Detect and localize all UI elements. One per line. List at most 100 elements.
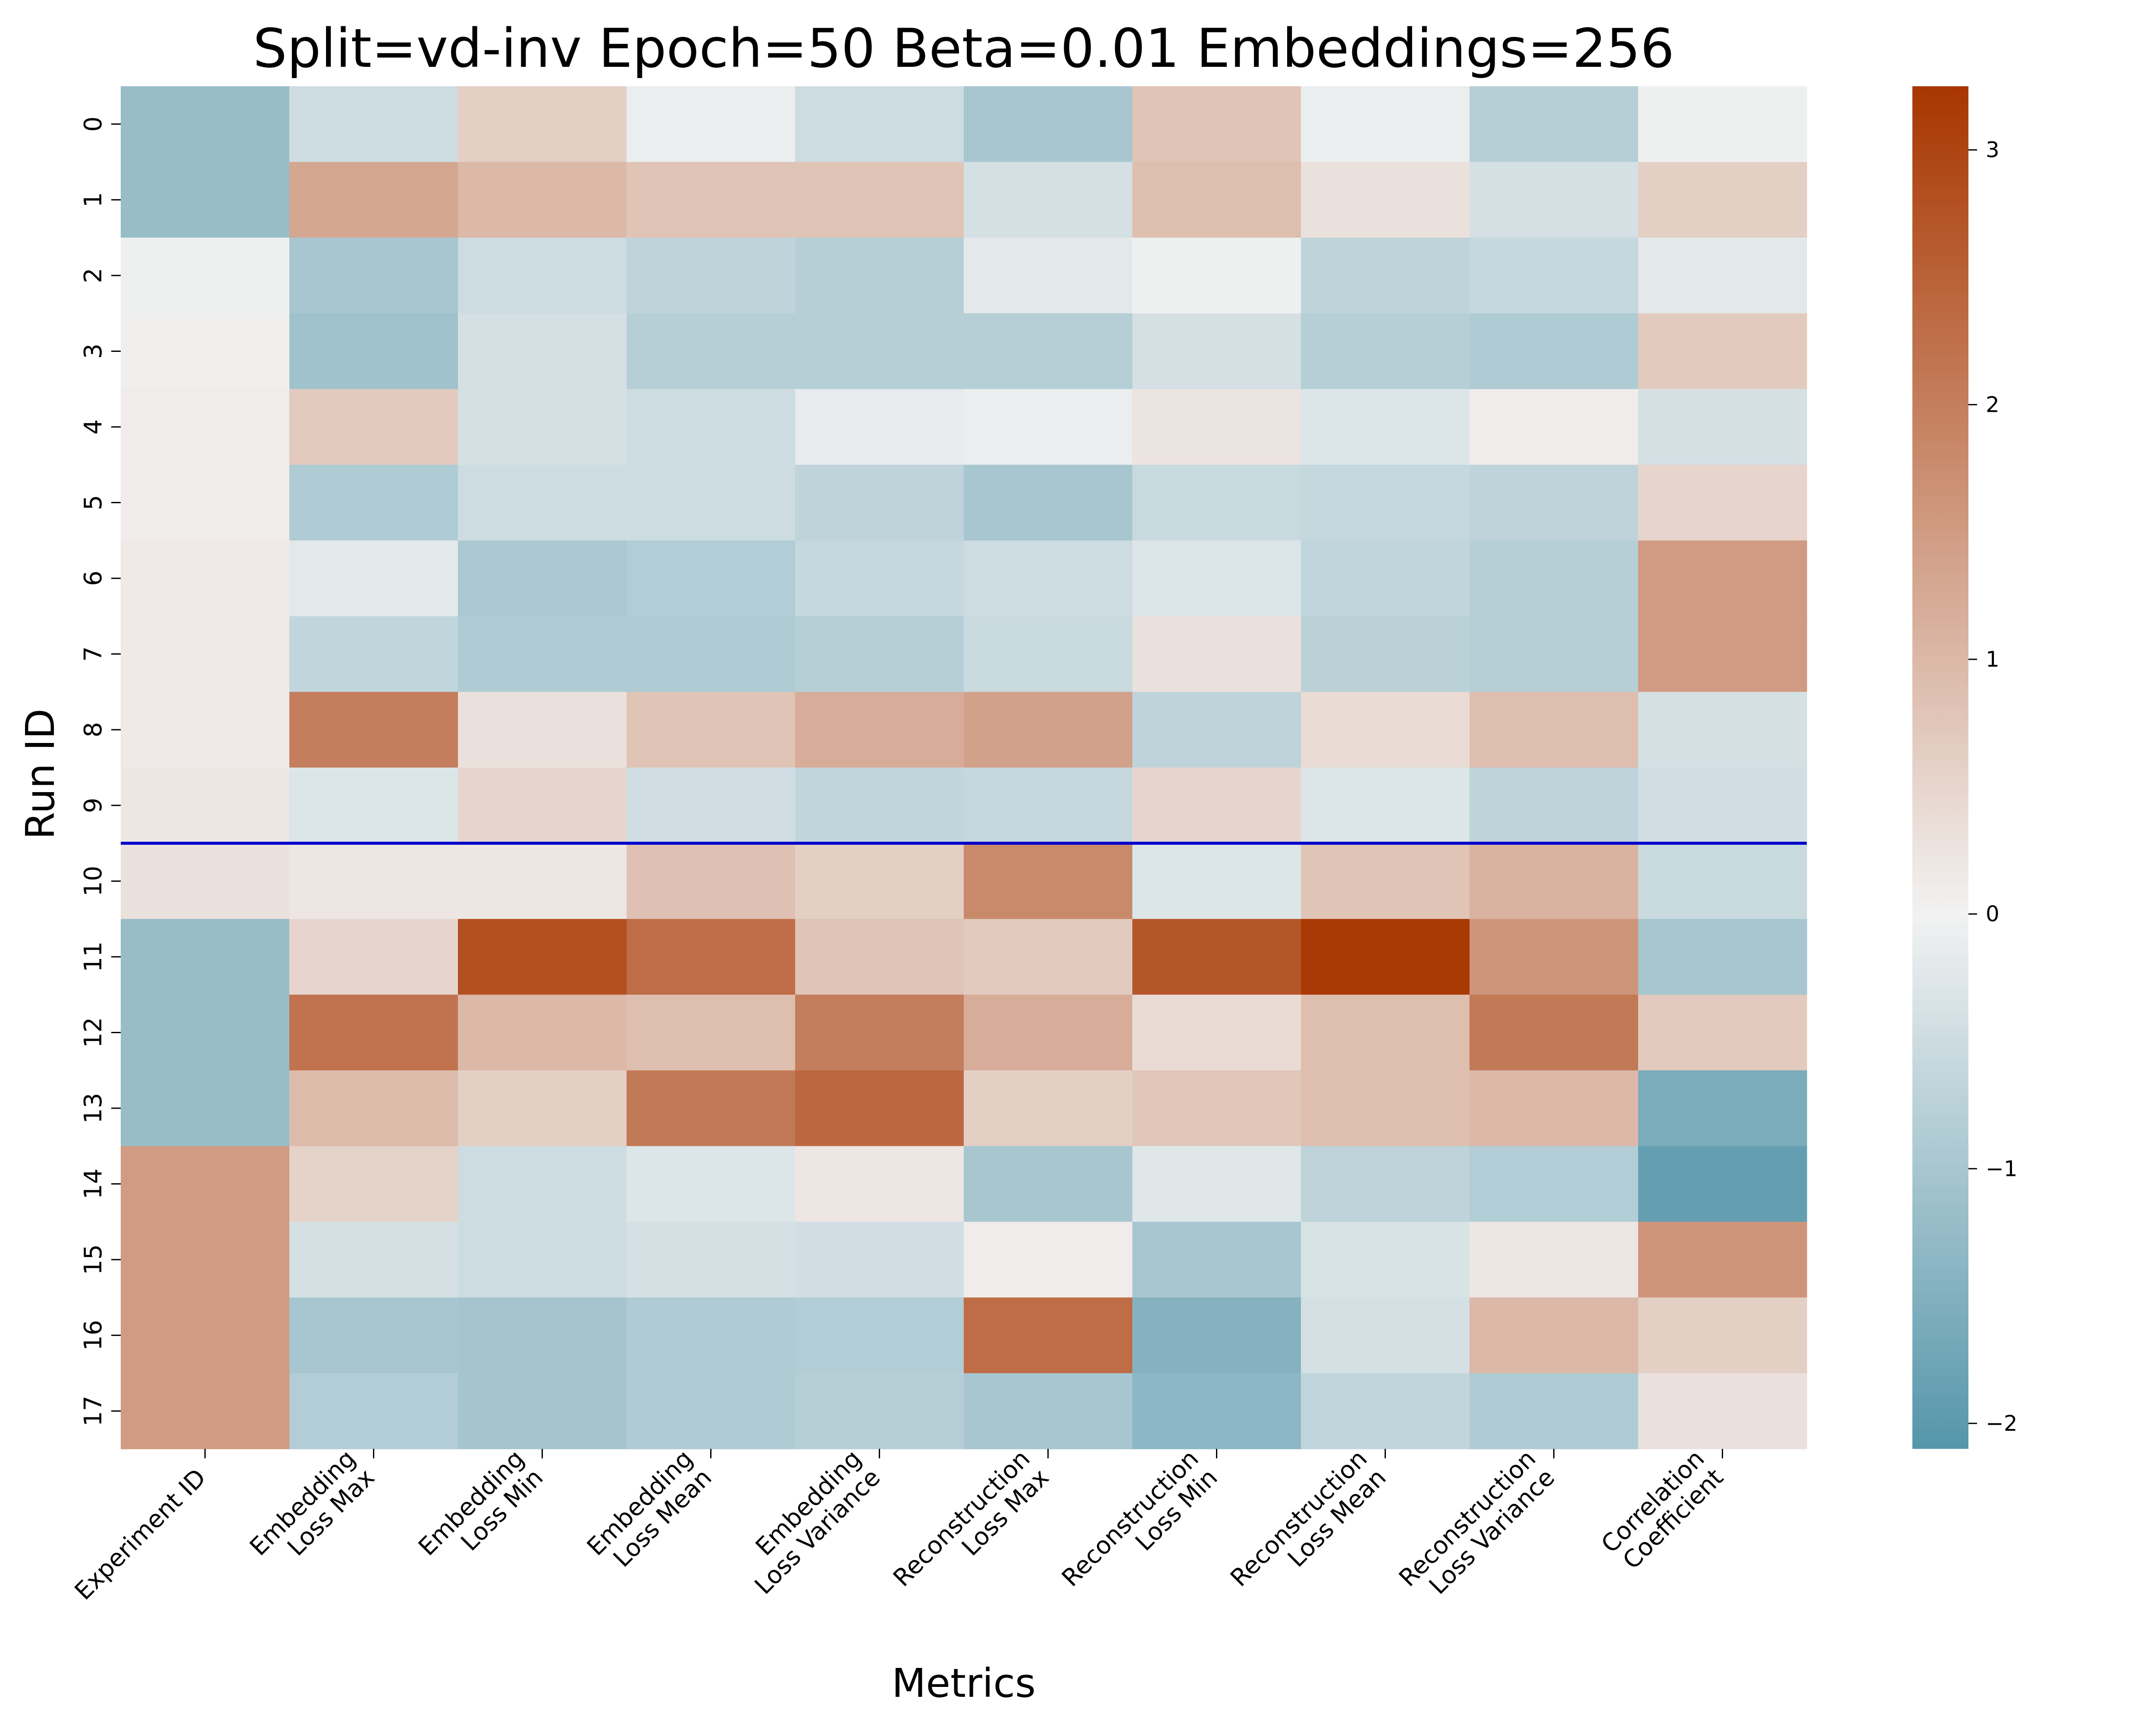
heatmap-cell-r5-c7 xyxy=(1301,464,1470,541)
heatmap-cell-r9-c5 xyxy=(964,768,1133,844)
heatmap-cell-r13-c3 xyxy=(627,1070,796,1147)
heatmap-cell-r16-c5 xyxy=(964,1297,1133,1374)
heatmap-cell-r2-c5 xyxy=(964,238,1133,314)
y-tick-label: 3 xyxy=(79,344,107,359)
heatmap-cell-r15-c2 xyxy=(458,1222,627,1298)
heatmap-cell-r0-c7 xyxy=(1301,86,1470,163)
heatmap-cell-r4-c0 xyxy=(121,389,290,465)
heatmap-cell-r12-c6 xyxy=(1132,994,1301,1071)
heatmap-cell-r15-c7 xyxy=(1301,1222,1470,1298)
heatmap-cell-r14-c2 xyxy=(458,1146,627,1222)
heatmap-cell-r11-c2 xyxy=(458,919,627,995)
heatmap-cell-r9-c7 xyxy=(1301,768,1470,844)
heatmap-cell-r16-c0 xyxy=(121,1297,290,1374)
heatmap-cell-r0-c4 xyxy=(795,86,964,163)
heatmap-cell-r12-c0 xyxy=(121,994,290,1071)
heatmap-cell-r5-c9 xyxy=(1638,464,1807,541)
heatmap-cells xyxy=(121,86,1807,1449)
colorbar xyxy=(1912,86,1968,1449)
y-tick-label: 5 xyxy=(79,495,107,511)
heatmap-cell-r4-c1 xyxy=(289,389,458,465)
heatmap-cell-r4-c9 xyxy=(1638,389,1807,465)
heatmap-cell-r6-c7 xyxy=(1301,540,1470,617)
heatmap-cell-r3-c2 xyxy=(458,313,627,390)
heatmap-cell-r5-c2 xyxy=(458,464,627,541)
heatmap-cell-r6-c2 xyxy=(458,540,627,617)
heatmap-cell-r1-c8 xyxy=(1470,162,1639,238)
heatmap-cell-r9-c2 xyxy=(458,768,627,844)
heatmap-cell-r14-c6 xyxy=(1132,1146,1301,1222)
heatmap-cell-r6-c9 xyxy=(1638,540,1807,617)
heatmap-cell-r10-c8 xyxy=(1470,843,1639,919)
heatmap-cell-r3-c6 xyxy=(1132,313,1301,390)
heatmap-cell-r9-c3 xyxy=(627,768,796,844)
heatmap-cell-r8-c7 xyxy=(1301,692,1470,768)
heatmap-cell-r5-c6 xyxy=(1132,464,1301,541)
x-tick-label: EmbeddingLoss Max xyxy=(244,1445,380,1580)
heatmap-cell-r4-c4 xyxy=(795,389,964,465)
heatmap-cell-r17-c7 xyxy=(1301,1373,1470,1449)
heatmap-cell-r1-c0 xyxy=(121,162,290,238)
heatmap-cell-r7-c7 xyxy=(1301,616,1470,693)
x-tick-label: Experiment ID xyxy=(69,1464,212,1606)
heatmap-cell-r8-c9 xyxy=(1638,692,1807,768)
heatmap-cell-r15-c6 xyxy=(1132,1222,1301,1298)
heatmap-cell-r16-c6 xyxy=(1132,1297,1301,1374)
heatmap-cell-r11-c9 xyxy=(1638,919,1807,995)
heatmap-cell-r8-c2 xyxy=(458,692,627,768)
heatmap-cell-r14-c7 xyxy=(1301,1146,1470,1222)
y-tick-label: 13 xyxy=(79,1093,107,1123)
heatmap-cell-r14-c8 xyxy=(1470,1146,1639,1222)
heatmap-cell-r16-c3 xyxy=(627,1297,796,1374)
heatmap-cell-r17-c5 xyxy=(964,1373,1133,1449)
x-axis-label: Metrics xyxy=(892,1660,1036,1706)
heatmap-cell-r9-c9 xyxy=(1638,768,1807,844)
heatmap-cell-r4-c7 xyxy=(1301,389,1470,465)
heatmap-cell-r6-c0 xyxy=(121,540,290,617)
heatmap-cell-r15-c9 xyxy=(1638,1222,1807,1298)
heatmap-cell-r6-c5 xyxy=(964,540,1133,617)
heatmap-cell-r11-c3 xyxy=(627,919,796,995)
heatmap-cell-r8-c5 xyxy=(964,692,1133,768)
x-tick-label-line: Experiment ID xyxy=(69,1464,212,1606)
x-tick-label: EmbeddingLoss Min xyxy=(413,1445,548,1580)
heatmap-cell-r1-c5 xyxy=(964,162,1133,238)
y-tick-label: 2 xyxy=(79,268,107,283)
heatmap-cell-r6-c1 xyxy=(289,540,458,617)
heatmap-cell-r0-c0 xyxy=(121,86,290,163)
heatmap-cell-r0-c8 xyxy=(1470,86,1639,163)
heatmap-cell-r10-c5 xyxy=(964,843,1133,919)
heatmap-cell-r2-c2 xyxy=(458,238,627,314)
heatmap-cell-r9-c0 xyxy=(121,768,290,844)
heatmap-cell-r16-c7 xyxy=(1301,1297,1470,1374)
y-tick-label: 1 xyxy=(79,192,107,208)
heatmap-cell-r17-c1 xyxy=(289,1373,458,1449)
heatmap-cell-r13-c6 xyxy=(1132,1070,1301,1147)
heatmap-cell-r15-c1 xyxy=(289,1222,458,1298)
heatmap-cell-r13-c5 xyxy=(964,1070,1133,1147)
heatmap-cell-r16-c8 xyxy=(1470,1297,1639,1374)
heatmap-cell-r5-c8 xyxy=(1470,464,1639,541)
heatmap-cell-r4-c8 xyxy=(1470,389,1639,465)
heatmap-cell-r11-c6 xyxy=(1132,919,1301,995)
heatmap-cell-r2-c7 xyxy=(1301,238,1470,314)
heatmap-cell-r11-c8 xyxy=(1470,919,1639,995)
heatmap-cell-r13-c0 xyxy=(121,1070,290,1147)
y-tick-label: 4 xyxy=(79,419,107,435)
heatmap-cell-r14-c3 xyxy=(627,1146,796,1222)
heatmap-cell-r10-c9 xyxy=(1638,843,1807,919)
x-tick-labels: Experiment ID EmbeddingLoss Max EmbeddingL… xyxy=(69,1445,1729,1611)
colorbar-ticks: −2 −1 0 1 2 3 xyxy=(1968,138,2018,1436)
heatmap-cell-r8-c3 xyxy=(627,692,796,768)
heatmap-cell-r3-c5 xyxy=(964,313,1133,390)
heatmap-cell-r1-c2 xyxy=(458,162,627,238)
heatmap-cell-r5-c5 xyxy=(964,464,1133,541)
heatmap-cell-r4-c5 xyxy=(964,389,1133,465)
heatmap-cell-r12-c3 xyxy=(627,994,796,1071)
heatmap-cell-r11-c7 xyxy=(1301,919,1470,995)
heatmap-cell-r13-c7 xyxy=(1301,1070,1470,1147)
x-tick-label: ReconstructionLoss Mean xyxy=(1225,1445,1391,1611)
heatmap-cell-r14-c4 xyxy=(795,1146,964,1222)
heatmap-cell-r10-c1 xyxy=(289,843,458,919)
